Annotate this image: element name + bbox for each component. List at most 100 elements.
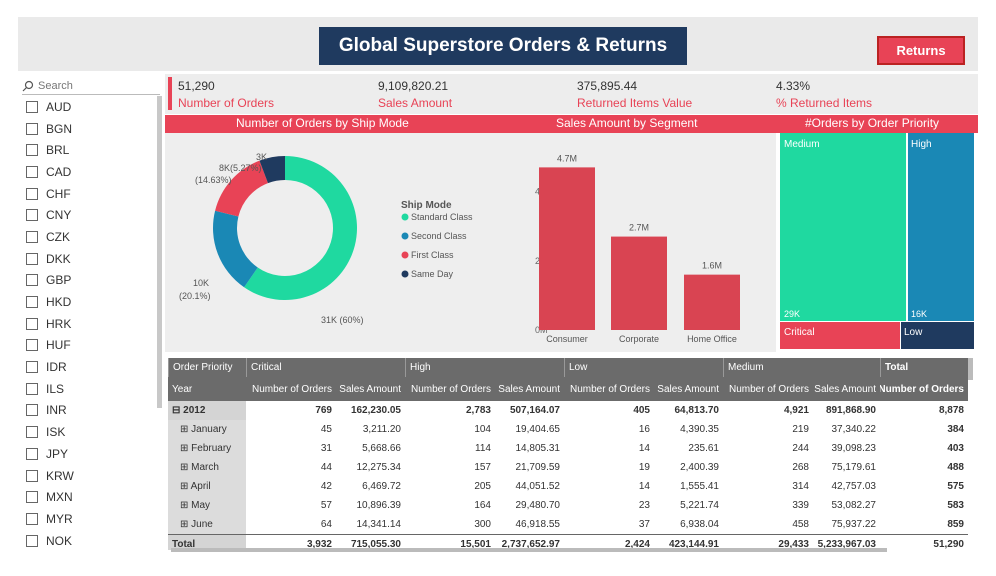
slicer-item[interactable]: HUF	[26, 335, 156, 357]
donut-slice-first-class[interactable]	[215, 160, 268, 217]
matrix-column-header-cell[interactable]: Number of Orders	[405, 377, 495, 401]
slicer-item[interactable]: GBP	[26, 270, 156, 292]
matrix-cell: 405	[633, 405, 650, 416]
checkbox[interactable]	[26, 274, 38, 287]
slicer-item[interactable]: KRW	[26, 465, 156, 487]
slicer-item-label: HRK	[46, 316, 72, 331]
treemap-critical[interactable]: Critical	[780, 322, 900, 349]
legend-item[interactable]: Second Class	[411, 231, 467, 241]
checkbox[interactable]	[26, 122, 38, 135]
matrix-cell: 12,275.34	[356, 462, 402, 473]
slicer-item[interactable]: MYR	[26, 508, 156, 530]
bar-home-office[interactable]	[684, 274, 740, 330]
slicer-item[interactable]: BRL	[26, 139, 156, 161]
slicer-item-label: HUF	[46, 338, 71, 353]
matrix-column-header-cell[interactable]: Sales Amount	[336, 377, 405, 401]
slicer-item-label: MYR	[46, 511, 73, 526]
matrix-group-header-cell[interactable]: Critical	[246, 358, 405, 377]
checkbox[interactable]	[26, 317, 38, 330]
slicer-item[interactable]: ISK	[26, 421, 156, 443]
slicer-item[interactable]: MXN	[26, 486, 156, 508]
checkbox[interactable]	[26, 491, 38, 504]
treemap-low[interactable]: Low	[901, 322, 974, 349]
slicer-item[interactable]: BGN	[26, 118, 156, 140]
checkbox[interactable]	[26, 252, 38, 265]
matrix-column-header-cell[interactable]: Sales Amount	[813, 377, 880, 401]
slicer-item-label: GBP	[46, 273, 72, 288]
matrix-cell: 268	[792, 462, 809, 473]
legend-item[interactable]: First Class	[411, 250, 454, 260]
legend-item[interactable]: Same Day	[411, 269, 454, 279]
matrix-horizontal-scrollbar[interactable]	[171, 548, 887, 552]
checkbox[interactable]	[26, 296, 38, 309]
matrix-vertical-scrollbar[interactable]	[968, 358, 973, 380]
checkbox[interactable]	[26, 187, 38, 200]
matrix-column-header-cell[interactable]: Number of Orders	[246, 377, 336, 401]
matrix-group-header-cell[interactable]: High	[405, 358, 564, 377]
kpi-value: 375,895.44	[577, 79, 638, 93]
slicer-item[interactable]: IDR	[26, 356, 156, 378]
checkbox[interactable]	[26, 209, 38, 222]
checkbox[interactable]	[26, 230, 38, 243]
checkbox[interactable]	[26, 426, 38, 439]
slicer-item[interactable]: HKD	[26, 291, 156, 313]
bar-data-label: 4.7M	[557, 153, 577, 163]
checkbox[interactable]	[26, 165, 38, 178]
slicer-item[interactable]: DKK	[26, 248, 156, 270]
slicer-item[interactable]: CAD	[26, 161, 156, 183]
donut-slice-second-class[interactable]	[213, 210, 258, 288]
matrix-column-header-cell[interactable]: Sales Amount	[495, 377, 564, 401]
matrix-row-header[interactable]: ⊟ 2012	[168, 401, 246, 420]
slicer-item[interactable]: HRK	[26, 313, 156, 335]
matrix-group-header-cell[interactable]: Total	[880, 358, 968, 377]
matrix-row-header[interactable]: ⊞ January	[168, 420, 246, 439]
matrix-column-header-cell[interactable]: Sales Amount	[654, 377, 723, 401]
donut-slice-same-day[interactable]	[259, 156, 285, 184]
checkbox[interactable]	[26, 144, 38, 157]
matrix-row-header[interactable]: ⊞ June	[168, 515, 246, 534]
matrix-cell: 16	[638, 424, 650, 435]
matrix-row-header[interactable]: ⊞ March	[168, 458, 246, 477]
slicer-item[interactable]: CZK	[26, 226, 156, 248]
checkbox[interactable]	[26, 512, 38, 525]
matrix-group-header-cell[interactable]: Low	[564, 358, 723, 377]
checkbox[interactable]	[26, 361, 38, 374]
slicer-item[interactable]: CNY	[26, 204, 156, 226]
slicer-scrollbar[interactable]	[157, 96, 162, 408]
donut-slice-standard-class[interactable]	[244, 156, 357, 300]
matrix-column-header-cell[interactable]: Year	[168, 377, 246, 401]
returns-button[interactable]: Returns	[877, 36, 965, 65]
matrix-row-header[interactable]: Total	[168, 535, 246, 550]
treemap-high[interactable]: High 16K	[908, 133, 974, 321]
checkbox[interactable]	[26, 404, 38, 417]
checkbox[interactable]	[26, 447, 38, 460]
slicer-search[interactable]: Search	[22, 77, 160, 95]
checkbox[interactable]	[26, 339, 38, 352]
slicer-item[interactable]: JPY	[26, 443, 156, 465]
matrix-row-header[interactable]: ⊞ May	[168, 496, 246, 515]
treemap-medium[interactable]: Medium 29K	[780, 133, 906, 321]
matrix-group-header-cell[interactable]: Order Priority	[168, 358, 246, 377]
matrix-cell: 14,341.14	[356, 519, 402, 530]
bar-consumer[interactable]	[539, 167, 595, 330]
bar-corporate[interactable]	[611, 236, 667, 330]
matrix-row-header[interactable]: ⊞ April	[168, 477, 246, 496]
slicer-item[interactable]: INR	[26, 400, 156, 422]
checkbox[interactable]	[26, 382, 38, 395]
category-label: Consumer	[546, 334, 588, 344]
checkbox[interactable]	[26, 100, 38, 113]
matrix-cell: 51,290	[933, 538, 964, 550]
matrix-column-header-cell[interactable]: Number of Orders	[564, 377, 654, 401]
legend-item[interactable]: Standard Class	[411, 212, 473, 222]
matrix-row-header[interactable]: ⊞ February	[168, 439, 246, 458]
checkbox[interactable]	[26, 534, 38, 547]
matrix-column-header-cell[interactable]: Number of Orders	[723, 377, 813, 401]
checkbox[interactable]	[26, 469, 38, 482]
slicer-item[interactable]: NOK	[26, 530, 156, 552]
slicer-item[interactable]: ILS	[26, 378, 156, 400]
matrix-column-header-cell[interactable]: Number of Orders	[880, 377, 968, 401]
slicer-item-label: DKK	[46, 251, 71, 266]
matrix-group-header-cell[interactable]: Medium	[723, 358, 880, 377]
slicer-item[interactable]: CHF	[26, 183, 156, 205]
slicer-item[interactable]: AUD	[26, 96, 156, 118]
